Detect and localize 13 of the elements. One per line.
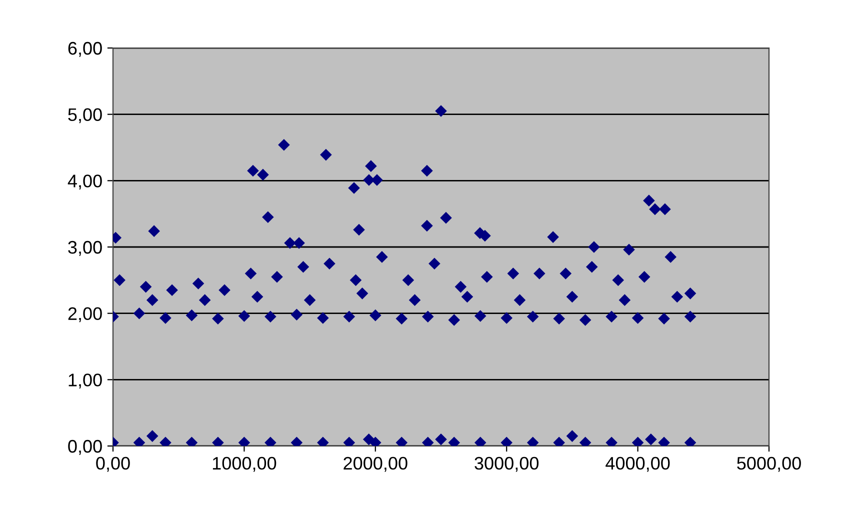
x-tick-label: 4000,00 (606, 456, 670, 472)
x-tick-label: 2000,00 (344, 456, 408, 472)
y-tick-label: 6,00 (68, 42, 102, 57)
x-tick-label: 3000,00 (474, 456, 539, 472)
y-tick-label: 1,00 (68, 374, 102, 389)
y-tick-label: 3,00 (68, 240, 102, 256)
y-tick-label: 2,00 (68, 307, 102, 322)
x-tick-label: 5000,00 (737, 456, 801, 472)
y-tick-label: 5,00 (68, 108, 102, 124)
y-tick-label: 0,00 (68, 440, 102, 455)
x-tick-label: 0,00 (96, 456, 130, 472)
x-tick-label: 1000,00 (212, 456, 276, 472)
y-tick-label: 4,00 (68, 174, 102, 190)
